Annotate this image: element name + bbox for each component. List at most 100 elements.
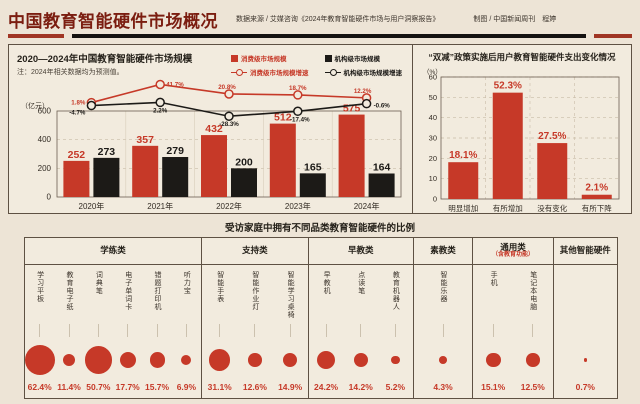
ownership-bubble (84, 346, 112, 374)
red-line-marker-icon (231, 69, 247, 76)
y-axis-tick: 400 (38, 135, 52, 144)
consumer-bar (201, 135, 227, 197)
bubble-area (485, 338, 501, 382)
bubble-item: 早教机 24.2% (309, 265, 344, 398)
bubble-area (439, 338, 447, 382)
consumer-bar (269, 123, 296, 197)
item-percentage: 24.2% (314, 382, 339, 392)
line-marker (224, 111, 234, 121)
x-axis-label: 有所下降 (582, 203, 612, 213)
group-name: 学练类 (100, 245, 126, 256)
spending-change-panel: “双减”政策实施后用户教育智能硬件支出变化情况 60 50 40 30 20 10 0 （%）… (413, 45, 631, 213)
bubble-item: 教育电子纸 11.4% (54, 265, 83, 398)
divider-red-right (594, 34, 632, 38)
bubble-item: 智能乐器 4.3% (414, 265, 473, 398)
ownership-bubble (583, 358, 587, 362)
x-axis-label: 2020年 (79, 201, 105, 211)
ownership-bubble (485, 352, 501, 368)
legend-institution-bar: 机构级市场规模 (324, 53, 403, 63)
bubble-item: 点读笔 14.2% (343, 265, 378, 398)
bubble-group-header: 支持类 (202, 238, 308, 265)
legend-consumer-line: 消费级市场规模增速 (231, 67, 309, 77)
bubble-items-row: 学习平板 62.4% 教育电子纸 11.4% 词典笔 50.7% 电子单词卡 17.7% 错题打… (24, 265, 201, 398)
forecast-note: 注：2024年相关数据均为预测值。 (17, 69, 124, 76)
item-label: 点读笔 (357, 271, 365, 295)
ownership-bubble (391, 355, 400, 365)
bubble-group-header: 学练类 (25, 238, 202, 265)
bubble-item: 笔记本电脑 12.5% (513, 265, 553, 398)
y-axis-tick: 0 (433, 195, 437, 204)
bubble-item: 0.7% (554, 265, 617, 398)
bubble-area (149, 338, 165, 382)
y-axis-tick: 0 (47, 193, 52, 202)
spending-bar-value: 18.1% (449, 150, 477, 161)
ownership-bubble (282, 352, 298, 368)
bubble-group-6: 其他智能硬件 0.7% (552, 238, 617, 398)
institution-bar-value: 200 (235, 156, 253, 168)
growth-rate-label: -28.3% (219, 121, 239, 128)
y-axis-tick: 30 (429, 134, 437, 143)
group-name: 其他智能硬件 (559, 245, 611, 256)
item-label: 智能作业灯 (251, 271, 259, 311)
ownership-bubble (353, 352, 368, 368)
consumer-bar-value: 432 (205, 123, 223, 135)
institution-bar (231, 168, 257, 197)
bubble-area (209, 338, 231, 382)
connector-line (394, 324, 396, 337)
x-axis-label: 2024年 (354, 201, 380, 211)
bubble-area (248, 338, 262, 382)
bubble-area (62, 338, 76, 382)
bubble-area (391, 338, 400, 382)
bubble-group-5: 通用类 （含教育功能） 手机 15.1% 笔记本电脑 12.5% (472, 238, 553, 398)
bubble-group-header: 通用类 （含教育功能） (473, 238, 553, 265)
consumer-bar (338, 114, 365, 197)
bubble-item: 教育机器人 5.2% (378, 265, 413, 398)
bubble-area (583, 338, 587, 382)
consumer-bar-value: 512 (274, 112, 292, 124)
group-subtitle: （含教育功能） (491, 252, 534, 259)
red-square-swatch-icon (231, 54, 238, 62)
bubble-items-row: 智能手表 31.1% 智能作业灯 12.6% 智能学习桌椅 14.9% (202, 265, 308, 398)
item-percentage: 17.7% (115, 382, 140, 392)
line-marker (155, 79, 165, 90)
institution-bar-value: 164 (373, 161, 391, 173)
divider-black (72, 34, 586, 38)
item-percentage: 0.7% (575, 382, 595, 392)
ownership-bubble (526, 353, 540, 367)
connector-line (585, 324, 586, 337)
item-label: 电子单词卡 (124, 271, 132, 311)
y-axis-tick: 600 (38, 107, 52, 116)
bubble-items-row: 0.7% (554, 265, 617, 398)
connector-line (254, 324, 256, 337)
bubble-item: 词典笔 50.7% (84, 265, 113, 398)
spending-bar-value: 52.3% (494, 81, 522, 92)
item-label: 学习平板 (36, 271, 44, 303)
top-panels: 2020—2024年中国教育智能硬件市场规模 注：2024年相关数据均为预测值。… (8, 44, 632, 214)
ownership-bubble-table: 学练类 学习平板 62.4% 教育电子纸 11.4% 词典笔 50.7% 电子单词卡 17.7%… (24, 237, 618, 399)
item-label: 教育机器人 (392, 271, 400, 311)
ownership-section: 受访家庭中拥有不同品类教育智能硬件的比例 学练类 学习平板 62.4% 教育电子纸 11… (8, 220, 632, 399)
x-axis-label: 没有变化 (537, 203, 567, 213)
x-axis-label: 有所增加 (493, 203, 523, 213)
bubble-item: 智能作业灯 12.6% (237, 265, 272, 398)
bubble-item: 智能学习桌椅 14.9% (273, 265, 308, 398)
item-label: 智能乐器 (440, 271, 447, 303)
spending-bar-value: 27.5% (538, 131, 566, 142)
item-percentage: 50.7% (86, 382, 111, 392)
item-percentage: 4.3% (433, 382, 453, 392)
bubble-area (24, 338, 55, 382)
institution-bar-value: 273 (98, 146, 116, 158)
connector-line (185, 324, 187, 337)
connector-line (532, 324, 534, 337)
growth-rate-label: 20.8% (218, 84, 236, 91)
x-axis-label: 2023年 (285, 201, 311, 211)
bubble-group-header: 其他智能硬件 (553, 238, 617, 265)
bubble-area (282, 338, 298, 382)
y-axis-tick: 60 (429, 73, 437, 82)
spending-bar (492, 92, 523, 199)
connector-line (289, 324, 291, 337)
market-size-legend: 消费级市场规模 机构级市场规模 消费级市场规模增速 机构级市场规模增速 (231, 53, 402, 77)
item-percentage: 6.9% (176, 382, 197, 392)
spending-bar-value: 2.1% (585, 183, 608, 194)
